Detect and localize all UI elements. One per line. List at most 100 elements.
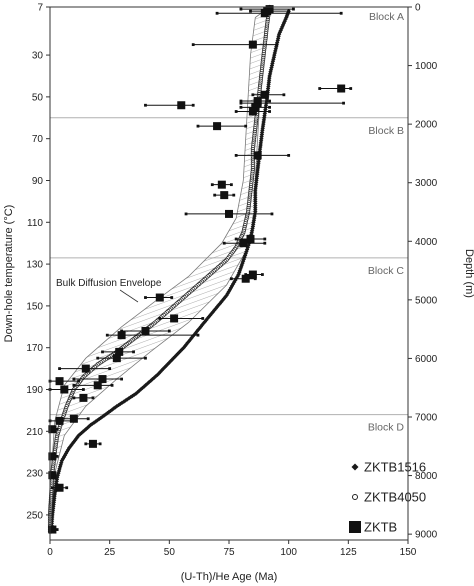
zktb-error-cap [234, 110, 238, 113]
zktb1516-marker [205, 316, 210, 321]
zktb-error-cap [170, 296, 174, 299]
zktb1516-marker [224, 293, 229, 298]
zktb-error-cap [249, 9, 252, 13]
zktb-error-cap [65, 486, 69, 490]
zktb1516-marker [202, 319, 208, 324]
zktb1516-marker [60, 456, 66, 462]
zktb1516-marker [182, 343, 188, 349]
legend-label: ZKTB1516 [364, 460, 426, 475]
zktb1516-marker [276, 34, 281, 39]
zktb1516-marker [130, 393, 135, 399]
zktb1516-marker [258, 140, 263, 146]
zktb-point [48, 525, 57, 534]
zktb1516-marker [146, 379, 152, 385]
zktb-error-cap [270, 212, 274, 216]
zktb-point [337, 84, 346, 93]
zktb-error-cap [50, 486, 54, 490]
zktb-point [241, 274, 250, 283]
zktb1516-marker [214, 304, 220, 310]
zktb-point [170, 314, 179, 323]
zktb-point [81, 364, 90, 373]
zktb-point [177, 101, 186, 110]
zktb-error-cap [86, 417, 90, 421]
zktb-error-cap [110, 383, 114, 387]
zktb1516-marker [229, 283, 235, 289]
zktb1516-marker [276, 32, 282, 37]
zktb1516-marker [133, 391, 139, 396]
zktb1516-marker [150, 377, 155, 382]
zktb1516-marker [51, 500, 56, 505]
zktb1516-marker [145, 381, 150, 386]
zktb-error-cap [132, 350, 135, 354]
temperature-tick-label: 50 [32, 92, 44, 103]
zktb1516-marker [259, 132, 265, 137]
legend-label: ZKTB4050 [364, 490, 426, 505]
legend-zktb-marker [349, 521, 361, 533]
zktb-error-cap [287, 9, 291, 13]
zktb-point [79, 393, 88, 402]
zktb-point [260, 90, 269, 99]
depth-tick-label: 7000 [415, 413, 438, 424]
zktb1516-marker [52, 491, 57, 497]
zktb-error-cap [342, 101, 345, 105]
depth-tick-label: 6000 [415, 354, 438, 365]
zktb-error-cap [96, 356, 100, 360]
zktb-error-cap [144, 356, 147, 360]
zktb1516-marker [270, 61, 275, 66]
zktb-error-cap [210, 183, 214, 187]
zktb1516-marker [277, 30, 283, 35]
zktb-points-layer [48, 5, 353, 534]
zktb1516-marker [272, 52, 277, 58]
zktb1516-marker [255, 165, 261, 171]
zktb-point [253, 151, 262, 160]
legend-zktb1516-marker [351, 463, 359, 471]
zktb1516-marker [221, 296, 227, 301]
zktb-error-cap [349, 87, 353, 90]
zktb1516-marker [135, 390, 140, 395]
zktb-error-cap [72, 419, 76, 423]
zktb-error-cap [232, 193, 236, 197]
zktb-error-cap [239, 99, 243, 103]
x-tick-label: 0 [47, 547, 53, 558]
zktb1516-marker [190, 334, 196, 339]
zktb1516-marker [209, 311, 214, 316]
zktb-point [112, 354, 121, 363]
zktb-error-cap [222, 241, 226, 245]
block-label: Block D [368, 422, 405, 434]
zktb-error-cap [239, 7, 243, 11]
x-tick-label: 25 [104, 547, 116, 558]
x-axis-title: (U-Th)/He Age (Ma) [181, 571, 278, 583]
zktb-error-cap [263, 241, 267, 245]
zktb-point [55, 377, 64, 386]
temperature-tick-label: 130 [26, 260, 43, 271]
zktb-point [220, 191, 229, 200]
zktb-point [260, 9, 269, 18]
zktb-error-cap [244, 124, 248, 128]
zktb-point [239, 239, 248, 248]
zktb-error-cap [144, 103, 147, 107]
zktb1516-marker [140, 385, 145, 391]
zktb1516-marker [151, 375, 157, 381]
zktb-point [213, 122, 222, 131]
zktb1516-marker [258, 142, 263, 148]
zktb-error-cap [251, 93, 255, 97]
temperature-tick-label: 190 [26, 385, 43, 396]
zktb1516-marker [174, 353, 179, 358]
zktb-point [69, 414, 78, 423]
depth-tick-label: 2000 [415, 120, 438, 131]
zktb-error-cap [339, 11, 343, 15]
zktb-error-cap [58, 367, 61, 371]
zktb1516-marker [206, 314, 212, 320]
left-axis-title: Down-hole temperature (°C) [3, 205, 15, 343]
zktb-error-cap [108, 367, 112, 371]
zktb1516-marker [198, 324, 204, 329]
temperature-tick-label: 70 [32, 134, 44, 145]
zktb-error-cap [213, 193, 217, 197]
temperature-tick-label: 170 [26, 343, 43, 354]
depth-tick-label: 3000 [415, 178, 438, 189]
depth-tick-label: 4000 [415, 237, 438, 248]
zktb-error-cap [55, 528, 59, 531]
temperature-tick-label: 210 [26, 427, 43, 438]
depth-tick-label: 0 [415, 3, 421, 14]
